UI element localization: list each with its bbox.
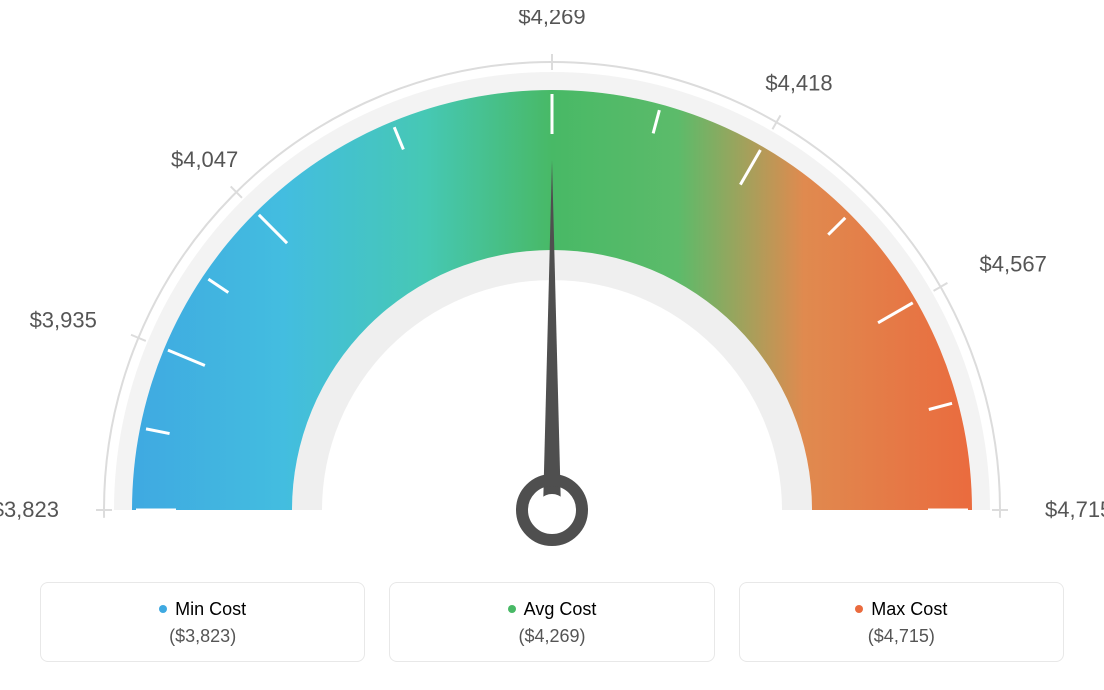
legend-label-text: Max Cost [871,599,947,620]
legend-label-avg: Avg Cost [508,599,597,620]
svg-text:$3,823: $3,823 [0,497,59,522]
legend-value-max: ($4,715) [760,626,1043,647]
dot-icon [508,605,516,613]
legend-label-max: Max Cost [855,599,947,620]
svg-text:$4,715: $4,715 [1045,497,1104,522]
svg-text:$3,935: $3,935 [30,308,97,333]
svg-text:$4,047: $4,047 [171,147,238,172]
svg-text:$4,269: $4,269 [518,10,585,29]
legend-row: Min Cost ($3,823) Avg Cost ($4,269) Max … [40,582,1064,662]
legend-label-text: Avg Cost [524,599,597,620]
legend-value-min: ($3,823) [61,626,344,647]
dot-icon [159,605,167,613]
legend-value-avg: ($4,269) [410,626,693,647]
svg-text:$4,418: $4,418 [765,70,832,95]
chart-container: $3,823 $3,935 $4,047 $4,269 $4,418 $4,567 $4,7… [0,0,1104,690]
legend-card-min: Min Cost ($3,823) [40,582,365,662]
dot-icon [855,605,863,613]
legend-card-max: Max Cost ($4,715) [739,582,1064,662]
legend-card-avg: Avg Cost ($4,269) [389,582,714,662]
svg-text:$4,567: $4,567 [980,252,1047,277]
legend-label-min: Min Cost [159,599,246,620]
legend-label-text: Min Cost [175,599,246,620]
gauge-svg: $3,823 $3,935 $4,047 $4,269 $4,418 $4,567 $4,7… [0,10,1104,570]
gauge-chart: $3,823 $3,935 $4,047 $4,269 $4,418 $4,567 $4,7… [0,10,1104,570]
